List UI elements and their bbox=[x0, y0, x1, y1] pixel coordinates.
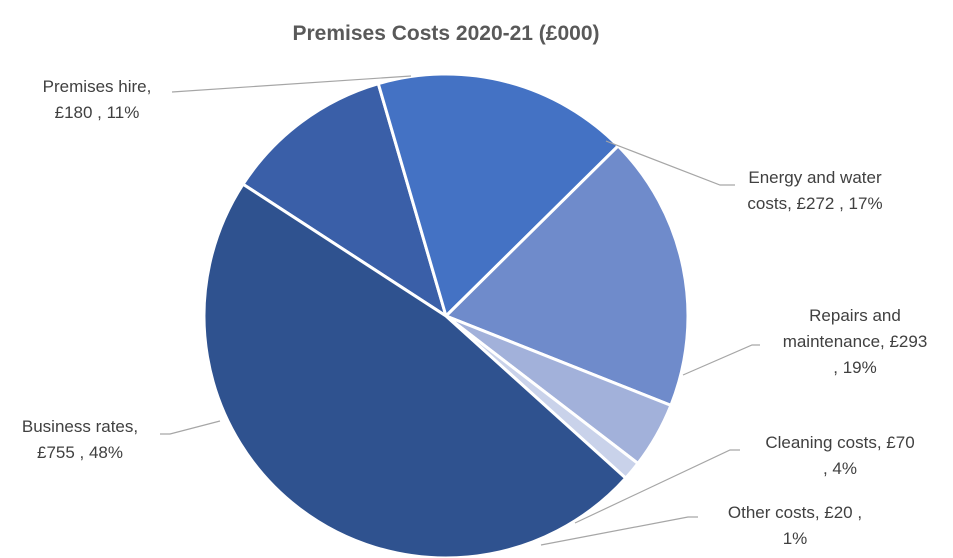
data-label-line: Cleaning costs, £70 bbox=[765, 433, 914, 452]
data-label-line: Other costs, £20 , bbox=[728, 503, 862, 522]
leader-line-repairs-and-maintenance bbox=[682, 344, 760, 376]
data-label-line: Premises hire, bbox=[43, 77, 152, 96]
data-label-line: £180 , 11% bbox=[55, 103, 140, 122]
leader-line-cleaning-costs bbox=[574, 449, 740, 524]
data-label-line: , 4% bbox=[823, 459, 857, 478]
data-label-other-costs: Other costs, £20 , 1% bbox=[728, 503, 862, 548]
data-label-line: costs, £272 , 17% bbox=[747, 194, 882, 213]
data-label-line: Energy and water bbox=[748, 168, 882, 187]
leader-line-business-rates bbox=[160, 420, 221, 435]
data-label-premises-hire: Premises hire, £180 , 11% bbox=[43, 77, 152, 122]
leader-line-energy-and-water-costs bbox=[605, 140, 735, 186]
leader-line-other-costs bbox=[540, 516, 698, 546]
data-label-line: , 19% bbox=[833, 358, 876, 377]
pie-slices bbox=[202, 72, 690, 558]
slice-business-rates bbox=[202, 182, 628, 558]
data-label-energy-and-water-costs: Energy and water costs, £272 , 17% bbox=[747, 168, 882, 213]
slice-repairs-and-maintenance bbox=[443, 143, 690, 408]
chart-title: Premises Costs 2020-21 (£000) bbox=[292, 22, 599, 45]
data-label-line: Repairs and bbox=[809, 306, 901, 325]
slice-energy-and-water-costs bbox=[376, 72, 621, 319]
data-label-business-rates: Business rates, £755 , 48% bbox=[22, 417, 138, 462]
slice-premises-hire bbox=[240, 81, 449, 320]
data-label-repairs-and-maintenance: Repairs and maintenance, £293 , 19% bbox=[783, 306, 928, 377]
data-label-cleaning-costs: Cleaning costs, £70 , 4% bbox=[765, 433, 914, 478]
leader-line-premises-hire bbox=[171, 75, 412, 93]
data-label-line: Business rates, bbox=[22, 417, 138, 436]
data-label-line: 1% bbox=[783, 529, 808, 548]
data-label-line: maintenance, £293 bbox=[783, 332, 928, 351]
slice-labels: Premises hire, £180 , 11% Energy and water… bbox=[22, 77, 927, 548]
data-label-line: £755 , 48% bbox=[37, 443, 123, 462]
leader-lines bbox=[160, 75, 760, 546]
